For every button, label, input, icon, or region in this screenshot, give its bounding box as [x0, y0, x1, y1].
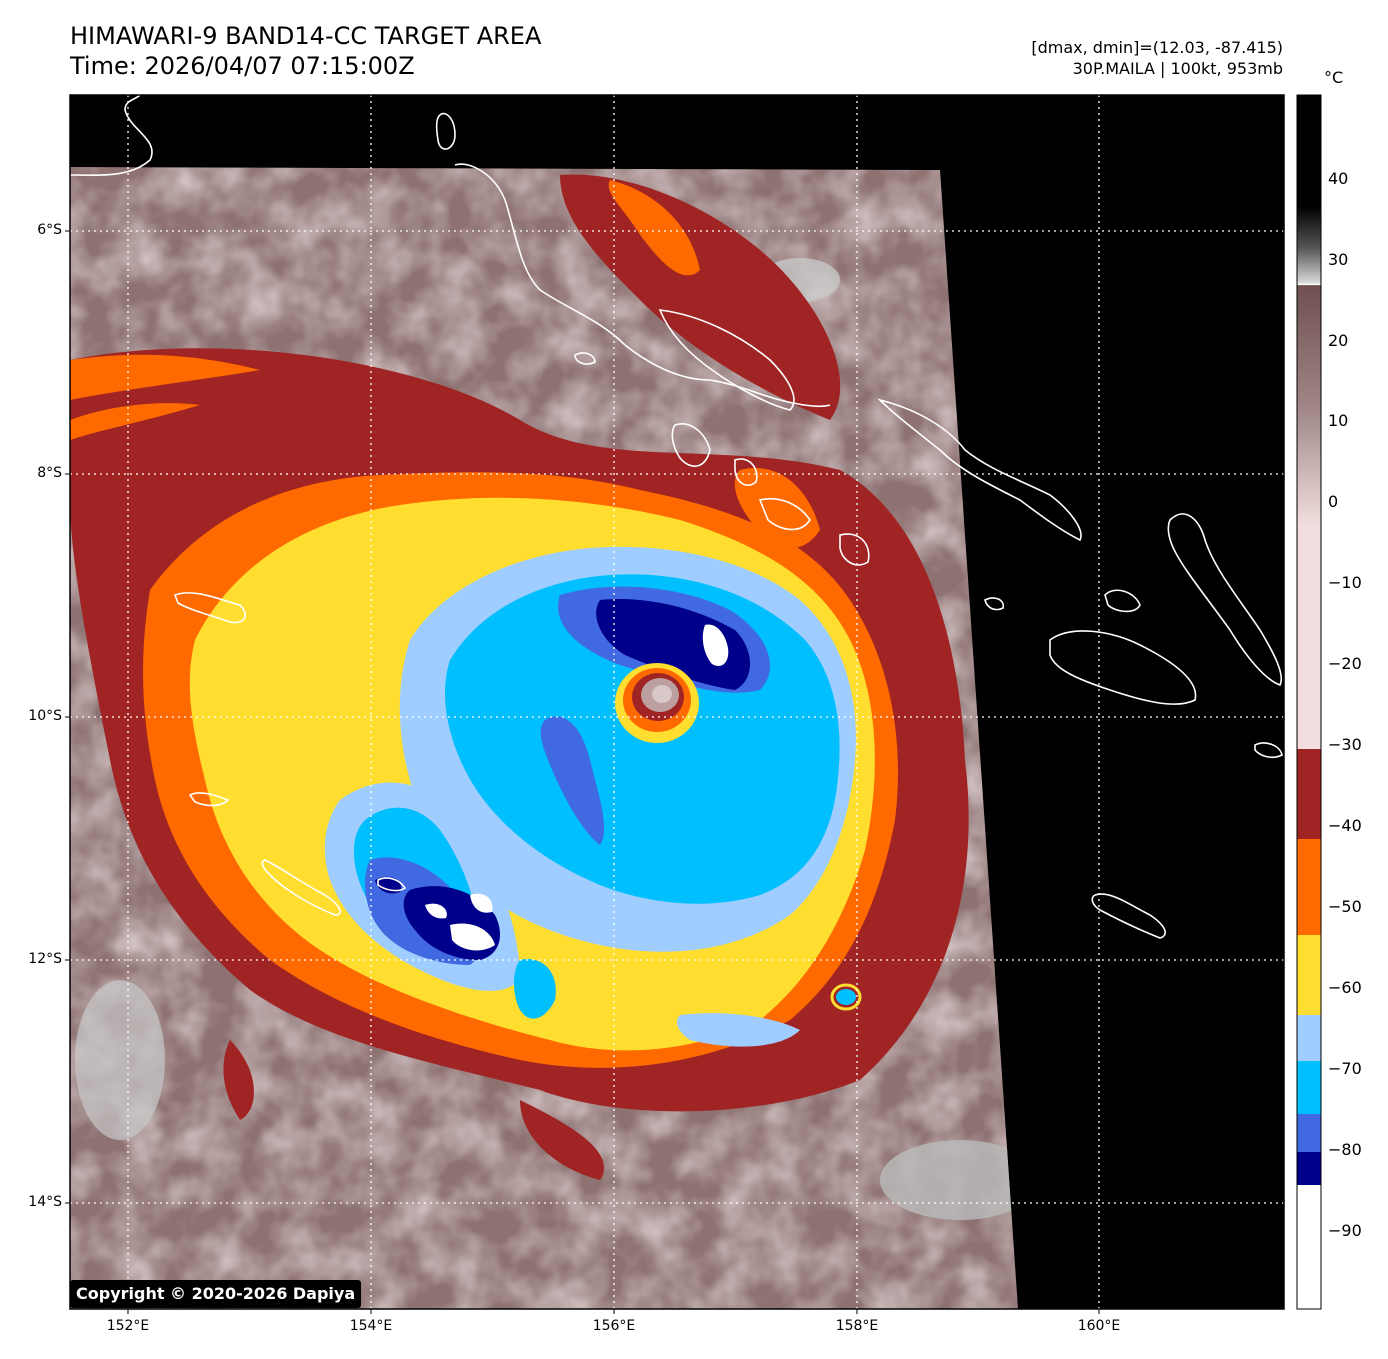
colorbar-tick: 40: [1328, 169, 1349, 188]
colorbar-tick: −70: [1328, 1059, 1362, 1078]
colorbar-tick: −90: [1328, 1221, 1362, 1240]
colorbar: [1296, 94, 1322, 1310]
observation-time: Time: 2026/04/07 07:15:00Z: [70, 52, 415, 80]
colorbar-unit: °C: [1324, 68, 1344, 87]
colorbar-tick: −10: [1328, 573, 1362, 592]
colorbar-tick: −20: [1328, 654, 1362, 673]
lon-label-152e: 152°E: [106, 1318, 150, 1334]
lat-label-10s: 10°S: [28, 708, 62, 724]
graticule: [70, 95, 1284, 1309]
colorbar-tick: −30: [1328, 735, 1362, 754]
lat-label-6s: 6°S: [37, 222, 62, 238]
dmax-dmin-readout: [dmax, dmin]=(12.03, -87.415): [1031, 38, 1283, 57]
lon-label-156e: 156°E: [592, 1318, 636, 1334]
coastlines: [70, 95, 1283, 939]
storm-info: 30P.MAILA | 100kt, 953mb: [1072, 59, 1283, 78]
copyright-notice: Copyright © 2020-2026 Dapiya: [70, 1280, 362, 1308]
colorbar-tick: −80: [1328, 1140, 1362, 1159]
axis-ticks: [65, 230, 1100, 1314]
colorbar-tick: 20: [1328, 331, 1349, 350]
colorbar-tick: 0: [1328, 492, 1339, 511]
map-frame: [69, 94, 1285, 1310]
lon-label-158e: 158°E: [835, 1318, 879, 1334]
colorbar-tick: 10: [1328, 411, 1349, 430]
colorbar-tick: −60: [1328, 978, 1362, 997]
colorbar-tick: 30: [1328, 250, 1349, 269]
map-title: HIMAWARI-9 BAND14-CC TARGET AREA: [70, 22, 542, 50]
colorbar-tick: −50: [1328, 897, 1362, 916]
lon-label-160e: 160°E: [1077, 1318, 1121, 1334]
lat-label-14s: 14°S: [28, 1194, 62, 1210]
lat-label-8s: 8°S: [37, 465, 62, 481]
colorbar-tick: −40: [1328, 816, 1362, 835]
lon-label-154e: 154°E: [349, 1318, 393, 1334]
lat-label-12s: 12°S: [28, 951, 62, 967]
satellite-swath: [70, 167, 1018, 1309]
